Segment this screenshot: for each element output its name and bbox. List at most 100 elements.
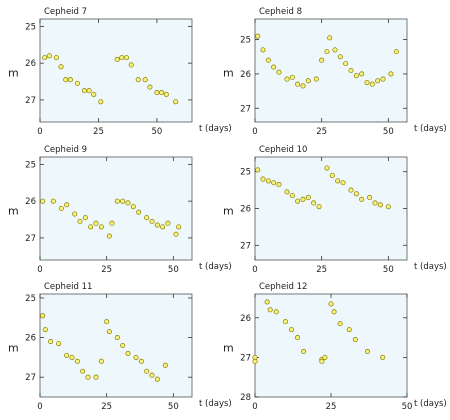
data-point xyxy=(72,211,78,217)
data-point xyxy=(42,327,48,333)
data-point xyxy=(260,176,266,182)
data-point xyxy=(159,90,165,96)
data-point xyxy=(98,224,104,230)
data-point xyxy=(271,180,277,186)
x-tick-label: 0 xyxy=(252,402,257,412)
data-point xyxy=(267,307,273,313)
y-tick-label: 25 xyxy=(25,160,36,170)
data-point xyxy=(173,231,179,237)
data-point xyxy=(58,64,64,70)
plot-frame xyxy=(39,156,193,261)
data-point xyxy=(337,321,343,327)
y-tick-label: 27 xyxy=(240,104,251,114)
data-point xyxy=(271,64,277,70)
data-point xyxy=(252,358,258,364)
data-point xyxy=(109,220,115,226)
x-tick-label: 0 xyxy=(37,127,42,137)
data-point xyxy=(319,57,325,63)
panel-title: Cepheid 7 xyxy=(44,7,87,17)
data-point xyxy=(176,224,182,230)
data-point xyxy=(93,374,99,380)
data-point xyxy=(98,358,104,364)
data-point xyxy=(125,350,131,356)
data-point xyxy=(388,71,394,77)
y-tick-label: 25 xyxy=(25,294,36,304)
data-point xyxy=(359,71,365,77)
data-point xyxy=(93,220,99,226)
data-point xyxy=(255,33,261,39)
y-tick-label: 26 xyxy=(25,59,36,69)
data-point xyxy=(295,198,301,204)
data-point xyxy=(324,49,330,55)
data-point xyxy=(77,218,83,224)
data-point xyxy=(125,200,131,206)
data-point xyxy=(123,55,130,61)
y-tick-label: 25 xyxy=(240,36,251,46)
x-axis-label: t (days) xyxy=(414,399,447,409)
data-point xyxy=(160,224,166,230)
data-point xyxy=(364,348,371,354)
data-point xyxy=(106,233,112,239)
data-point xyxy=(288,327,295,333)
x-tick-label: 50 xyxy=(383,265,394,275)
data-point xyxy=(311,200,317,206)
data-point xyxy=(385,204,391,210)
data-point xyxy=(165,220,171,226)
x-tick-label: 0 xyxy=(252,127,257,137)
x-tick-label: 25 xyxy=(101,265,112,275)
data-point xyxy=(173,99,179,105)
data-point xyxy=(104,319,110,325)
data-point xyxy=(348,67,354,74)
data-point xyxy=(147,84,153,90)
panel-cepheid-4: Cepheid 10 m t (days) 0 25 50 25 26 27 xyxy=(223,145,447,275)
data-point xyxy=(322,354,328,360)
data-point xyxy=(284,76,290,82)
panel-title: Cepheid 12 xyxy=(259,282,307,292)
data-point xyxy=(273,309,279,315)
panel-title: Cepheid 9 xyxy=(44,145,87,155)
data-point xyxy=(276,182,282,188)
y-axis-label: m xyxy=(8,205,19,218)
panel-cepheid-3: Cepheid 9 m t (days) 0 25 50 25 26 27 xyxy=(8,145,232,275)
data-point xyxy=(98,99,104,105)
data-point xyxy=(67,77,73,83)
data-point xyxy=(74,80,80,86)
data-point xyxy=(265,178,271,184)
y-axis-label: m xyxy=(223,67,234,80)
data-point xyxy=(136,209,142,215)
data-point xyxy=(154,90,160,96)
panel-cepheid-6: Cepheid 12 m t (days) 0 25 50 26 27 28 xyxy=(223,282,447,412)
data-point xyxy=(327,35,333,41)
data-point xyxy=(316,204,322,210)
data-point xyxy=(91,91,97,97)
x-axis-label: t (days) xyxy=(414,262,447,272)
data-point xyxy=(353,73,359,79)
y-tick-label: 28 xyxy=(240,393,251,403)
data-point xyxy=(328,301,334,307)
data-point xyxy=(142,77,148,83)
data-point xyxy=(289,193,295,199)
data-point xyxy=(46,53,52,59)
data-point xyxy=(114,198,120,204)
plot-frame xyxy=(39,293,193,398)
data-point xyxy=(69,354,75,360)
data-point xyxy=(42,55,48,61)
data-point xyxy=(86,88,92,94)
x-tick-label: 50 xyxy=(168,402,179,412)
data-point xyxy=(364,79,370,86)
plot-frame xyxy=(254,156,408,261)
data-point xyxy=(82,215,88,221)
data-point xyxy=(80,368,86,374)
data-point xyxy=(367,194,373,201)
x-tick-label: 50 xyxy=(152,127,163,137)
data-point xyxy=(154,222,160,228)
data-point xyxy=(40,198,46,204)
x-tick-label: 50 xyxy=(383,127,394,137)
y-tick-label: 26 xyxy=(25,334,36,344)
panel-cepheid-5: Cepheid 11 m t (days) 0 25 50 25 26 27 xyxy=(8,282,232,412)
panel-cepheid-2: Cepheid 8 m t (days) 0 25 50 25 26 27 xyxy=(223,7,447,137)
x-tick-label: 25 xyxy=(326,402,337,412)
data-point xyxy=(163,91,169,97)
data-point xyxy=(380,76,386,82)
data-point xyxy=(305,78,311,84)
